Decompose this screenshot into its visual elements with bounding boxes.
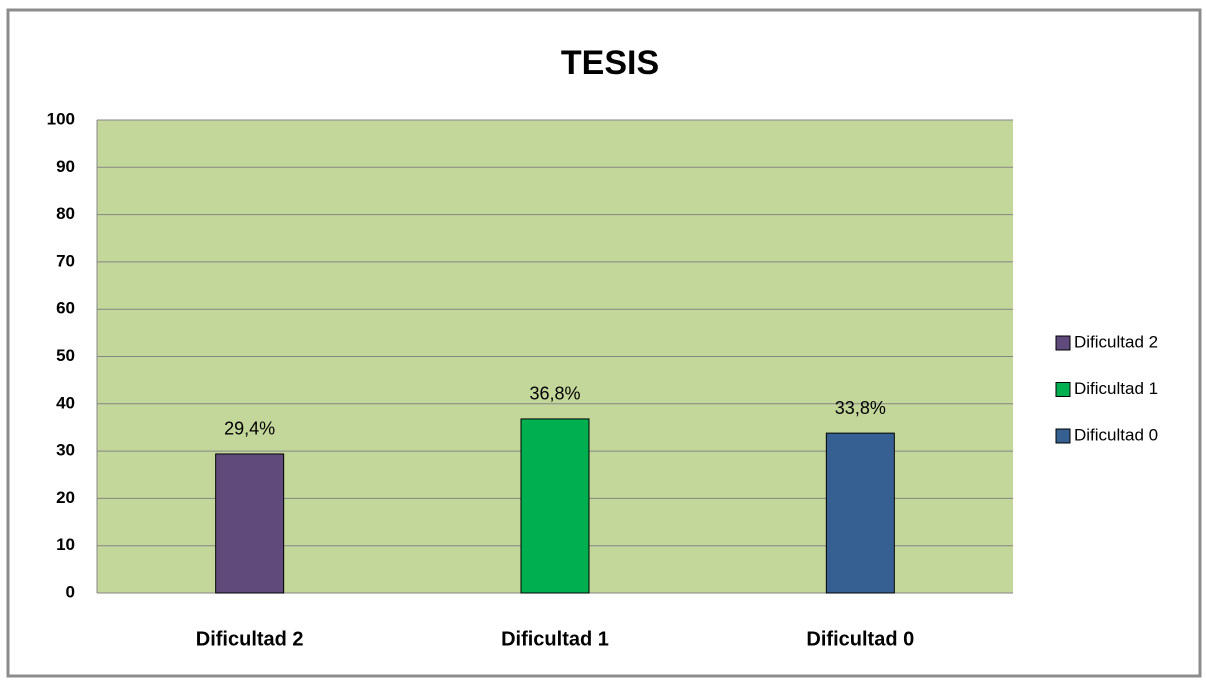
bar [825,432,895,594]
chart-title: TESIS [561,44,659,82]
y-tick-label: 90 [56,157,75,176]
legend-swatch [1055,382,1071,397]
y-tick-label: 100 [47,109,75,128]
legend-label: Dificultad 1 [1074,379,1158,398]
y-tick-label: 20 [56,488,75,507]
y-tick-label: 70 [56,251,75,270]
y-tick-label: 30 [56,441,75,460]
y-tick-label: 0 [66,582,75,601]
legend-swatch [1055,428,1071,444]
legend-label: Dificultad 0 [1074,425,1158,444]
y-tick-label: 50 [56,346,75,365]
bar [215,453,285,594]
y-tick-label: 40 [56,393,75,412]
data-label: 29,4% [224,419,275,439]
x-tick-label: Dificultad 2 [196,628,304,650]
bar [520,418,590,594]
legend-swatch [1055,335,1071,351]
legend-label: Dificultad 2 [1074,332,1158,351]
x-tick-label: Dificultad 0 [806,628,914,650]
data-label: 36,8% [529,384,580,404]
x-tick-label: Dificultad 1 [501,628,609,650]
data-label: 33,8% [835,398,886,418]
y-tick-label: 60 [56,299,75,318]
y-tick-label: 10 [56,535,75,554]
y-tick-label: 80 [56,204,75,223]
